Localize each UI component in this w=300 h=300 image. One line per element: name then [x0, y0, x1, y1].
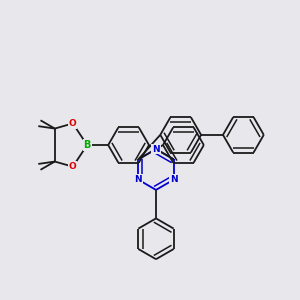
Text: N: N	[152, 145, 160, 154]
Text: B: B	[83, 140, 91, 150]
Text: N: N	[170, 175, 178, 184]
Text: O: O	[69, 162, 77, 171]
Text: N: N	[134, 175, 142, 184]
Text: O: O	[69, 119, 77, 128]
